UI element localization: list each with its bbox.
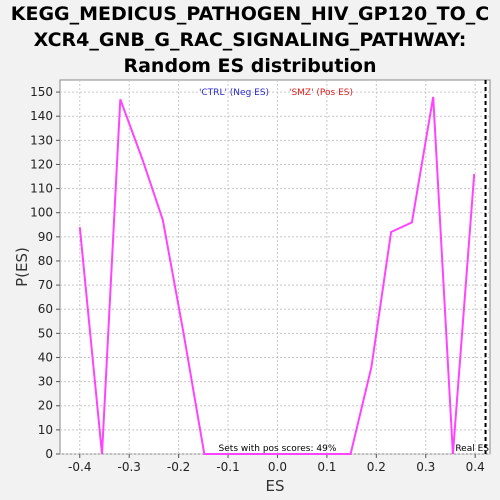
y-tick-label: 130 bbox=[30, 133, 53, 147]
y-tick-label: 0 bbox=[45, 447, 53, 461]
y-tick-label: 110 bbox=[30, 182, 53, 196]
x-tick-label: 0.4 bbox=[466, 460, 485, 474]
pos-scores-annotation: Sets with pos scores: 49% bbox=[219, 444, 337, 454]
x-tick-label: 0.3 bbox=[416, 460, 435, 474]
x-tick-label: -0.1 bbox=[216, 460, 239, 474]
y-tick-label: 50 bbox=[38, 326, 53, 340]
x-axis-ticks: -0.4 -0.3 -0.2 -0.1 0.0 0.1 0.2 0.3 0.4 bbox=[68, 454, 485, 474]
x-tick-label: -0.3 bbox=[117, 460, 140, 474]
title-line-3: Random ES distribution bbox=[123, 55, 377, 77]
y-tick-label: 40 bbox=[38, 350, 53, 364]
y-tick-label: 60 bbox=[38, 302, 53, 316]
legend-neg-es: 'CTRL' (Neg ES) bbox=[199, 88, 269, 98]
title-line-2: XCR4_GNB_G_RAC_SIGNALING_PATHWAY: bbox=[33, 29, 467, 51]
x-tick-label: 0.2 bbox=[367, 460, 386, 474]
plot-background bbox=[59, 79, 491, 455]
series-line-distribution bbox=[78, 96, 476, 455]
y-axis-ticks: 0 10 20 30 40 50 60 70 80 90 100 110 120 130 140 150 bbox=[30, 85, 60, 461]
y-tick-label: 70 bbox=[38, 278, 53, 292]
x-axis-label: ES bbox=[266, 477, 285, 495]
y-tick-label: 120 bbox=[30, 157, 53, 171]
y-tick-label: 80 bbox=[38, 254, 53, 268]
y-tick-label: 140 bbox=[30, 109, 53, 123]
x-tick-label: -0.2 bbox=[167, 460, 190, 474]
y-tick-label: 20 bbox=[38, 399, 53, 413]
x-tick-label: 0.0 bbox=[268, 460, 287, 474]
y-tick-label: 90 bbox=[38, 230, 53, 244]
x-tick-label: -0.4 bbox=[68, 460, 91, 474]
y-tick-label: 100 bbox=[30, 206, 53, 220]
y-tick-label: 10 bbox=[38, 423, 53, 437]
legend-pos-es: 'SMZ' (Pos ES) bbox=[289, 88, 353, 98]
x-tick-label: 0.1 bbox=[317, 460, 336, 474]
chart-title: KEGG_MEDICUS_PATHOGEN_HIV_GP120_TO_C XCR… bbox=[0, 0, 500, 79]
y-tick-label: 30 bbox=[38, 375, 53, 389]
y-tick-label: 150 bbox=[30, 85, 53, 99]
title-line-1: KEGG_MEDICUS_PATHOGEN_HIV_GP120_TO_C bbox=[10, 3, 490, 25]
y-axis-label: P(ES) bbox=[13, 247, 31, 287]
real-es-label: Real ES bbox=[455, 444, 489, 454]
